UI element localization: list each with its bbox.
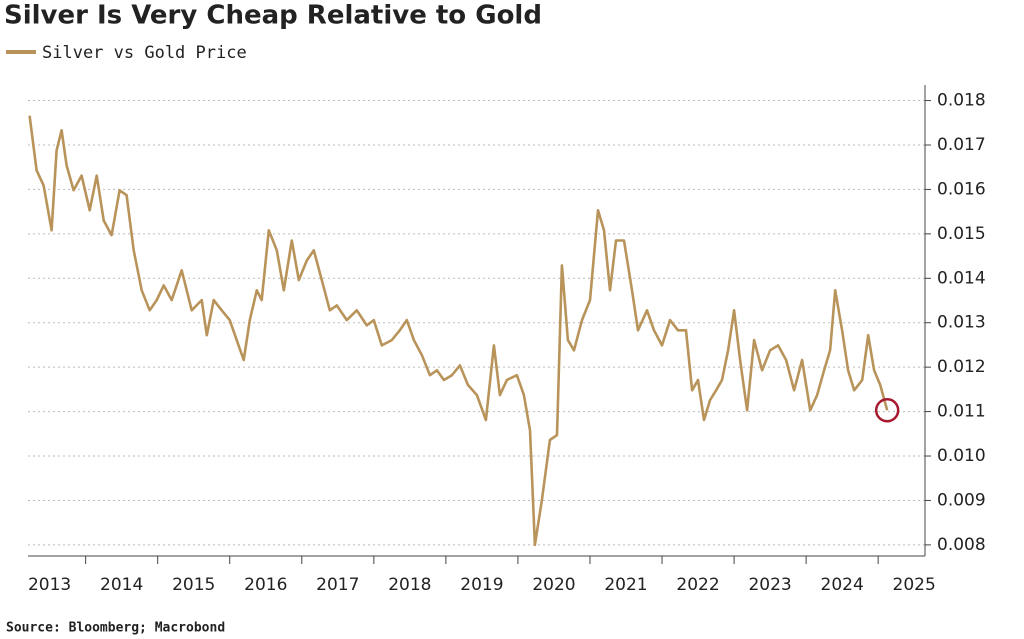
- chart-title: Silver Is Very Cheap Relative to Gold: [4, 1, 542, 31]
- y-tick-label: 0.009: [937, 490, 986, 510]
- series-line: [28, 115, 889, 547]
- y-tick-label: 0.016: [937, 179, 986, 199]
- x-tick-label: 2025: [893, 575, 936, 595]
- x-tick-label: 2020: [532, 575, 575, 595]
- x-tick-label: 2015: [172, 575, 215, 595]
- y-tick-label: 0.010: [937, 446, 986, 466]
- x-tick-label: 2017: [316, 575, 359, 595]
- x-tick-label: 2021: [604, 575, 647, 595]
- y-tick-label: 0.015: [937, 224, 986, 244]
- x-tick-label: 2023: [748, 575, 791, 595]
- legend-label: Silver vs Gold Price: [42, 43, 247, 63]
- x-tick-label: 2022: [676, 575, 719, 595]
- x-tick-label: 2019: [460, 575, 503, 595]
- y-tick-label: 0.017: [937, 135, 986, 155]
- x-tick-label: 2016: [244, 575, 287, 595]
- y-tick-label: 0.018: [937, 91, 986, 111]
- y-tick-label: 0.011: [937, 402, 986, 422]
- y-tick-label: 0.014: [937, 268, 986, 288]
- x-tick-label: 2024: [821, 575, 864, 595]
- y-tick-label: 0.012: [937, 357, 986, 377]
- x-tick-label: 2018: [388, 575, 431, 595]
- source-note: Source: Bloomberg; Macrobond: [6, 621, 225, 636]
- x-tick-label: 2014: [100, 575, 143, 595]
- x-tick-label: 2013: [28, 575, 71, 595]
- y-tick-label: 0.013: [937, 313, 986, 333]
- y-tick-label: 0.008: [937, 535, 986, 555]
- latest-point-highlight: [874, 398, 900, 423]
